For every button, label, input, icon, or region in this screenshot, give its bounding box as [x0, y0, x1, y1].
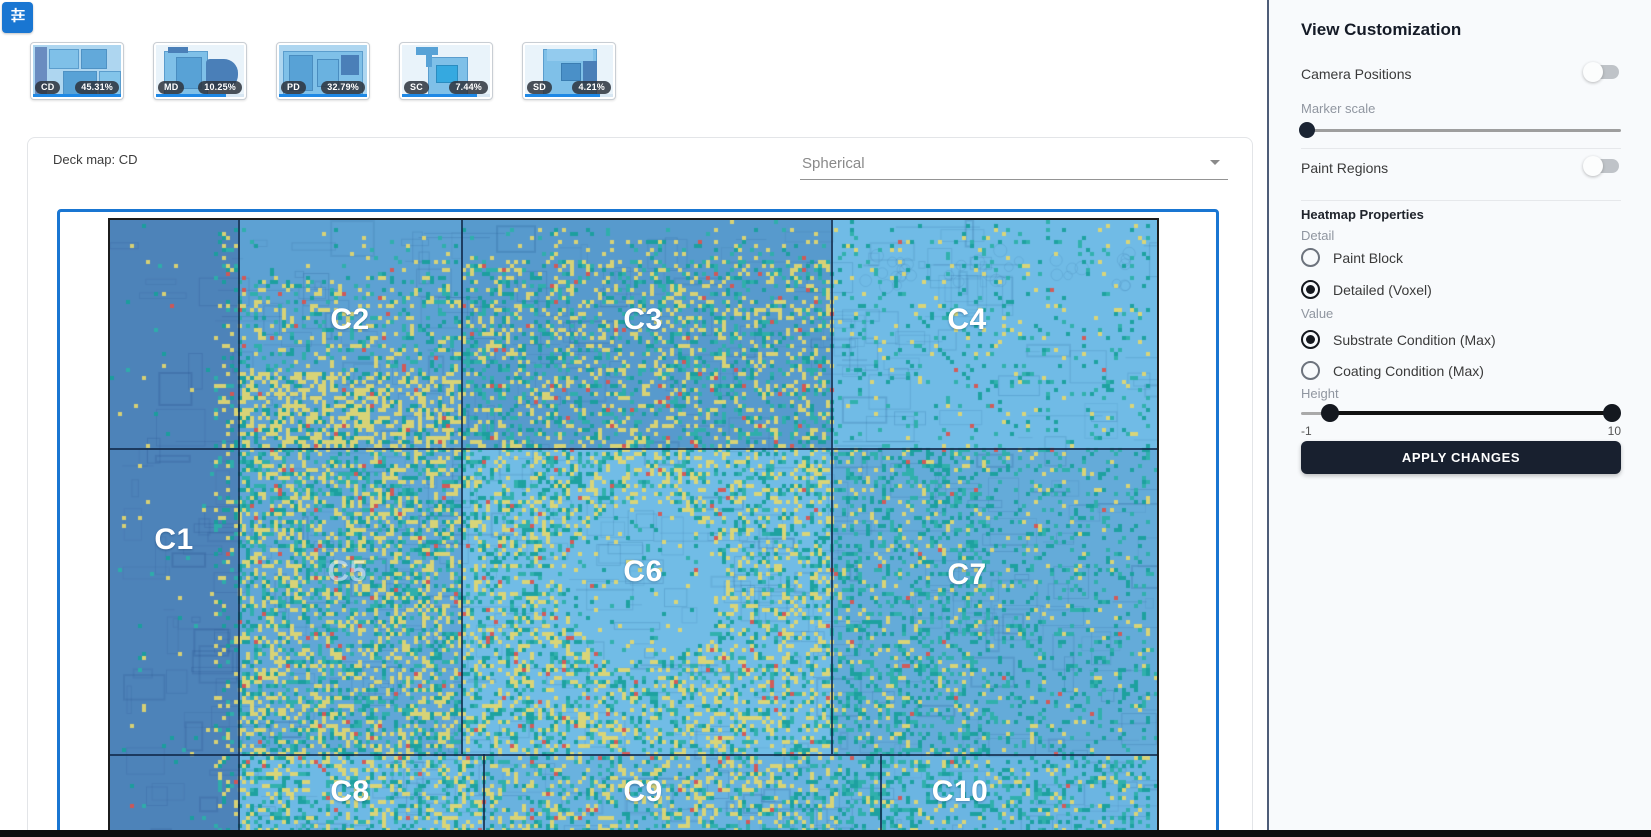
deck-code-badge: SD	[527, 81, 552, 94]
height-max-label: 10	[1607, 424, 1621, 438]
radio-detailed-voxel-label: Detailed (Voxel)	[1333, 282, 1432, 298]
thumb-progress	[525, 94, 613, 97]
radio-coating-condition[interactable]: Coating Condition (Max)	[1301, 361, 1621, 383]
deck-thumbnail-row: CD 45.31% MD 10.25% PD 32.79%	[30, 42, 616, 100]
paint-regions-toggle[interactable]	[1583, 156, 1619, 176]
deck-thumb-sd[interactable]: SD 4.21%	[522, 42, 616, 100]
divider	[1301, 200, 1621, 201]
projection-select-value: Spherical	[802, 155, 865, 172]
gridline	[483, 754, 485, 837]
height-slider-active-track	[1329, 411, 1613, 415]
paint-regions-label: Paint Regions	[1301, 160, 1389, 176]
deck-code-badge: SC	[404, 81, 429, 94]
deck-percent-badge: 10.25%	[198, 81, 242, 94]
deck-thumb-sc[interactable]: SC 7.44%	[399, 42, 493, 100]
deck-percent-badge: 45.31%	[75, 81, 119, 94]
radio-icon[interactable]	[1301, 248, 1320, 267]
gridline	[110, 448, 1157, 450]
panel-title: View Customization	[1301, 20, 1462, 39]
apply-changes-button[interactable]: APPLY CHANGES	[1301, 441, 1621, 474]
marker-scale-slider[interactable]	[1299, 122, 1621, 138]
radio-detailed-voxel[interactable]: Detailed (Voxel)	[1301, 280, 1621, 302]
filter-settings-button[interactable]	[2, 2, 33, 33]
gridline	[461, 220, 463, 754]
gridline	[238, 220, 240, 837]
height-min-label: -1	[1301, 424, 1312, 438]
heatmap-properties-heading: Heatmap Properties	[1301, 207, 1424, 222]
gridline	[831, 220, 833, 754]
radio-paint-block[interactable]: Paint Block	[1301, 248, 1621, 270]
thumb-progress	[156, 94, 244, 97]
thumb-progress	[402, 94, 490, 97]
region-label-c1: C1	[154, 523, 194, 556]
paint-regions-row: Paint Regions	[1301, 156, 1621, 178]
radio-icon[interactable]	[1301, 280, 1320, 299]
camera-positions-label: Camera Positions	[1301, 66, 1412, 82]
region-label-c8: C8	[330, 775, 370, 808]
thumb-progress	[33, 94, 121, 97]
projection-select[interactable]: Spherical	[800, 144, 1228, 180]
region-label-c2: C2	[330, 303, 370, 336]
detail-label: Detail	[1301, 228, 1335, 243]
deck-code-badge: PD	[281, 81, 306, 94]
heatmap-layer	[110, 220, 1157, 837]
marker-scale-track	[1301, 129, 1621, 132]
region-label-c4: C4	[947, 303, 987, 336]
region-label-c10: C10	[931, 775, 989, 808]
deck-thumb-cd[interactable]: CD 45.31%	[30, 42, 124, 100]
deck-thumb-md[interactable]: MD 10.25%	[153, 42, 247, 100]
view-customization-panel: View Customization Camera Positions Mark…	[1267, 0, 1651, 837]
deck-map-card: Deck map: CD Spherical C1 C2 C3 C4 C5 C6 C7 C8 C…	[27, 137, 1253, 837]
deck-code-badge: MD	[158, 81, 185, 94]
marker-scale-label: Marker scale	[1301, 101, 1376, 116]
region-label-c7: C7	[947, 558, 987, 591]
camera-positions-row: Camera Positions	[1301, 62, 1621, 84]
map-frame: C1 C2 C3 C4 C5 C6 C7 C8 C9 C10	[57, 209, 1219, 837]
deck-thumb-pd[interactable]: PD 32.79%	[276, 42, 370, 100]
divider	[1301, 148, 1621, 149]
region-label-c6: C6	[623, 555, 663, 588]
height-label: Height	[1301, 386, 1339, 401]
thumb-progress	[279, 94, 367, 97]
window-bottom-edge	[0, 830, 1651, 837]
deck-percent-badge: 4.21%	[572, 81, 611, 94]
radio-icon[interactable]	[1301, 330, 1320, 349]
value-label: Value	[1301, 306, 1334, 321]
deck-map-canvas[interactable]: C1 C2 C3 C4 C5 C6 C7 C8 C9 C10	[108, 218, 1159, 837]
region-label-c9: C9	[623, 775, 663, 808]
marker-scale-thumb[interactable]	[1299, 122, 1315, 138]
radio-coating-condition-label: Coating Condition (Max)	[1333, 363, 1484, 379]
camera-positions-toggle[interactable]	[1583, 62, 1619, 82]
gridline	[880, 754, 882, 837]
region-label-c5: C5	[327, 555, 367, 588]
radio-icon[interactable]	[1301, 361, 1320, 380]
deck-code-badge: CD	[35, 81, 61, 94]
chevron-down-icon	[1210, 160, 1220, 165]
deck-percent-badge: 7.44%	[449, 81, 488, 94]
tune-sliders-icon	[8, 5, 28, 30]
height-range-slider[interactable]	[1301, 404, 1621, 422]
height-slider-thumb-max[interactable]	[1603, 404, 1621, 422]
gridline	[110, 754, 1157, 756]
radio-substrate-condition[interactable]: Substrate Condition (Max)	[1301, 330, 1621, 352]
deck-percent-badge: 32.79%	[321, 81, 365, 94]
deck-map-title: Deck map: CD	[53, 152, 138, 167]
height-slider-thumb-min[interactable]	[1321, 404, 1339, 422]
radio-paint-block-label: Paint Block	[1333, 250, 1404, 266]
radio-substrate-condition-label: Substrate Condition (Max)	[1333, 332, 1496, 348]
region-label-c3: C3	[623, 303, 663, 336]
